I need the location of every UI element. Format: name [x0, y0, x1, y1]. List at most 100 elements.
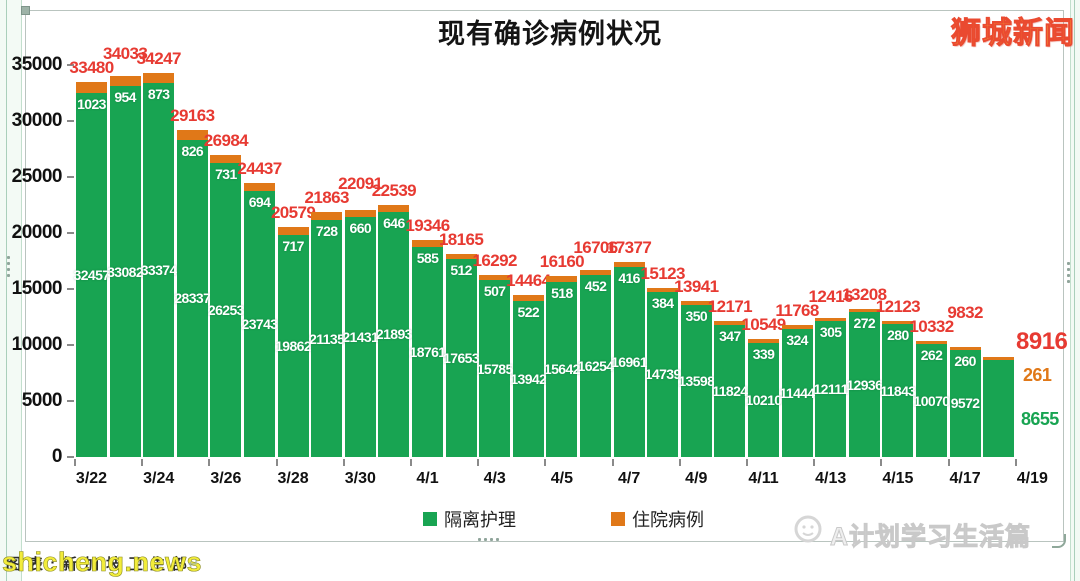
total-label: 22091 — [338, 174, 383, 194]
isolation-value-label: 15642 — [543, 361, 581, 378]
isolation-value-label: 19862 — [275, 337, 312, 354]
x-axis-label: 3/24 — [143, 470, 175, 487]
hospitalized-value-label: 272 — [853, 315, 876, 332]
x-axis-tick — [342, 459, 345, 466]
hospitalized-segment — [244, 183, 275, 192]
source-caption: 图表:新加坡卫生部 — [6, 556, 194, 573]
isolation-value-label: 14739 — [644, 366, 682, 383]
stacked-bar — [109, 75, 141, 457]
total-label: 18165 — [438, 229, 484, 249]
hospitalized-segment — [882, 321, 914, 325]
stacked-bar — [378, 204, 410, 457]
brand-logo: 狮城新闻 — [951, 17, 1075, 51]
hospitalized-segment — [748, 338, 779, 343]
selection-handle-bottom-right[interactable] — [1052, 534, 1066, 548]
x-axis-tick — [611, 459, 614, 466]
page-right-edge — [1070, 0, 1080, 581]
hospitalized-swatch-icon — [611, 512, 625, 526]
legend-item-hospitalized: 住院病例 — [611, 506, 704, 532]
hospitalized-segment — [613, 262, 645, 268]
hospitalized-value-label: 1023 — [77, 96, 106, 113]
paragraph-mark-icon: ↵ — [188, 556, 199, 571]
hospitalized-segment — [210, 154, 242, 163]
hospitalized-value-label: 260 — [954, 352, 976, 369]
stacked-bar — [445, 253, 477, 457]
isolation-segment — [781, 328, 813, 457]
legend-label: 隔离护理 — [444, 510, 516, 530]
isolation-value-label: 11824 — [712, 382, 748, 399]
hospitalized-segment — [983, 357, 1015, 361]
hospitalized-value-label: 384 — [651, 294, 674, 311]
x-axis-label: 4/1 — [416, 470, 439, 487]
x-axis-tick — [477, 459, 480, 466]
x-axis-label: 4/3 — [483, 470, 506, 487]
y-axis-label: 25000 — [11, 166, 63, 187]
chart-legend: 隔离护理 住院病例 — [423, 506, 704, 532]
hospitalized-value-label: 717 — [282, 237, 304, 254]
isolation-value-label: 15785 — [476, 360, 514, 377]
hospitalized-segment — [344, 209, 376, 217]
total-label: 13208 — [842, 285, 887, 305]
isolation-segment — [76, 93, 107, 457]
hospitalized-segment — [412, 240, 443, 247]
isolation-segment — [311, 220, 343, 457]
x-axis-tick — [544, 459, 547, 466]
stacked-bar — [344, 209, 376, 457]
hospitalized-segment — [680, 300, 712, 305]
hospitalized-value-label: 694 — [248, 194, 271, 211]
y-axis-tick — [67, 64, 74, 66]
stacked-bar — [613, 262, 645, 457]
hospitalized-segment — [714, 320, 746, 325]
hospitalized-value-label: 826 — [181, 142, 204, 159]
isolation-value-label: 11444 — [779, 384, 816, 401]
isolation-segment — [714, 324, 746, 457]
hospitalized-value-label: 507 — [483, 283, 506, 300]
hospitalized-value-label: 339 — [752, 345, 775, 362]
isolation-segment — [244, 191, 275, 457]
isolation-value-label: 13942 — [510, 370, 547, 387]
total-label: 21863 — [304, 188, 350, 208]
isolation-segment — [815, 321, 847, 457]
y-axis-label: 0 — [51, 446, 63, 467]
y-axis-label: 30000 — [11, 110, 63, 131]
hospitalized-value-label: 347 — [719, 327, 741, 344]
isolation-value-label: 18761 — [409, 343, 447, 360]
isolation-value-label: 33374 — [140, 262, 178, 279]
stacked-bar — [412, 240, 443, 457]
hospitalized-value-label: 416 — [618, 270, 640, 287]
isolation-segment — [748, 342, 779, 457]
x-axis-label: 3/26 — [210, 470, 242, 487]
y-axis-tick — [67, 456, 74, 458]
isolation-segment — [949, 349, 981, 457]
hospitalized-segment — [277, 226, 309, 235]
legend-label: 住院病例 — [632, 510, 704, 530]
x-axis-label: 3/30 — [344, 470, 376, 487]
isolation-segment — [344, 216, 376, 457]
hospitalized-segment — [109, 75, 141, 87]
isolation-segment — [647, 291, 679, 457]
total-label: 15123 — [640, 263, 686, 283]
isolation-segment — [848, 312, 880, 457]
total-label: 22539 — [371, 180, 417, 200]
selection-handle-top-left[interactable] — [21, 6, 30, 15]
hospitalized-value-label: 585 — [416, 249, 439, 266]
total-label: 13941 — [674, 276, 719, 296]
x-axis-label: 4/15 — [882, 470, 914, 487]
page-left-edge — [0, 0, 22, 581]
x-axis-tick — [141, 459, 144, 466]
stacked-bar — [546, 276, 578, 457]
total-label: 14464 — [506, 271, 551, 290]
hospitalized-segment — [546, 276, 578, 282]
hospitalized-value-label: 646 — [383, 214, 405, 231]
total-label: 24437 — [237, 159, 282, 179]
total-label: 29163 — [170, 106, 215, 126]
stacked-bar — [680, 300, 712, 457]
isolation-segment — [680, 304, 712, 457]
total-label: 34033 — [102, 44, 148, 64]
y-axis-label: 10000 — [11, 334, 63, 355]
total-label: 20579 — [270, 202, 316, 222]
hospitalized-segment — [512, 295, 544, 301]
isolation-segment — [916, 344, 947, 457]
hospitalized-value-label: 660 — [349, 219, 372, 236]
